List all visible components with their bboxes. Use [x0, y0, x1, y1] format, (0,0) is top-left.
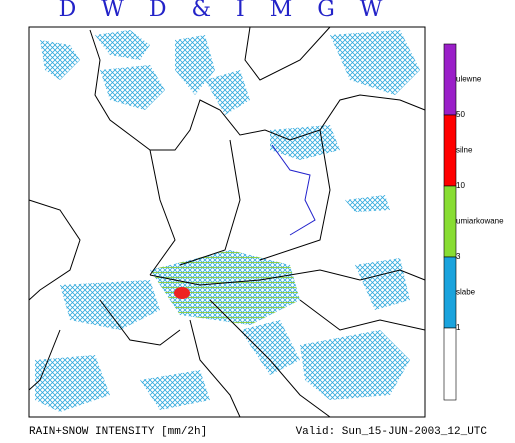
map [28, 26, 426, 418]
legend: ulewne silne umiarkowane slabe 50 10 3 1 [443, 43, 504, 401]
legend-label: ulewne [456, 75, 482, 84]
caption: RAIN+SNOW INTENSITY [mm/2h] [29, 426, 207, 438]
legend-label: slabe [456, 288, 476, 297]
legend-label: silne [456, 146, 473, 155]
precipitation [35, 30, 420, 412]
borders [28, 26, 426, 418]
legend-swatch [443, 327, 457, 401]
legend-threshold: 3 [456, 252, 461, 261]
valid-time: Valid: Sun_15-JUN-2003_12_UTC [296, 426, 488, 438]
legend-swatch [443, 43, 457, 116]
legend-threshold: 50 [456, 110, 465, 119]
title: D W D & I M G W [59, 0, 392, 22]
legend-threshold: 1 [456, 323, 461, 332]
legend-threshold: 10 [456, 181, 465, 190]
legend-swatch [443, 114, 457, 187]
legend-swatch [443, 256, 457, 329]
legend-swatch [443, 185, 457, 258]
legend-label: umiarkowane [456, 217, 504, 226]
